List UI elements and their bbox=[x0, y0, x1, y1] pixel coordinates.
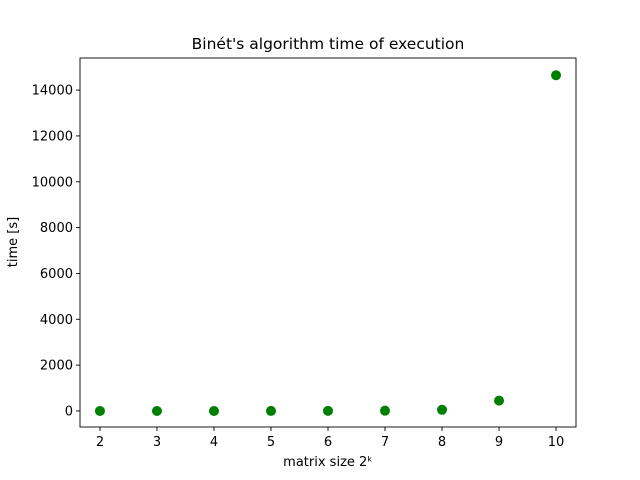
x-tick-label: 8 bbox=[438, 435, 446, 450]
x-tick-label: 2 bbox=[96, 435, 104, 450]
y-tick-label: 14000 bbox=[32, 84, 73, 99]
data-point bbox=[322, 405, 333, 416]
x-tick-label: 9 bbox=[495, 435, 503, 450]
y-tick-label: 2000 bbox=[40, 359, 73, 374]
y-tick-label: 0 bbox=[65, 404, 73, 419]
y-tick-label: 4000 bbox=[40, 313, 73, 328]
x-axis-label: matrix size 2ᵏ bbox=[283, 455, 373, 470]
x-tick-label: 6 bbox=[324, 435, 332, 450]
chart-title: Binét's algorithm time of execution bbox=[192, 35, 465, 53]
data-point bbox=[380, 405, 391, 416]
x-tick-label: 4 bbox=[210, 435, 218, 450]
x-tick-label: 10 bbox=[548, 435, 565, 450]
data-point bbox=[265, 405, 276, 416]
y-tick-label: 6000 bbox=[40, 267, 73, 282]
y-axis-label: time [s] bbox=[6, 217, 21, 267]
x-tick-label: 3 bbox=[153, 435, 161, 450]
y-tick-label: 8000 bbox=[40, 221, 73, 236]
y-tick-label: 10000 bbox=[32, 175, 73, 190]
data-point bbox=[551, 70, 562, 81]
data-point bbox=[94, 405, 105, 416]
plot-area: 2 3 4 5 6 7 8 9 10 0 2000 4000 6000 8000 10000 12000 140… bbox=[32, 57, 577, 450]
y-tick-label: 12000 bbox=[32, 129, 73, 144]
data-point bbox=[151, 405, 162, 416]
data-point bbox=[437, 404, 448, 415]
data-point bbox=[208, 405, 219, 416]
x-tick-label: 5 bbox=[267, 435, 275, 450]
x-tick-label: 7 bbox=[381, 435, 389, 450]
data-point bbox=[494, 395, 505, 406]
